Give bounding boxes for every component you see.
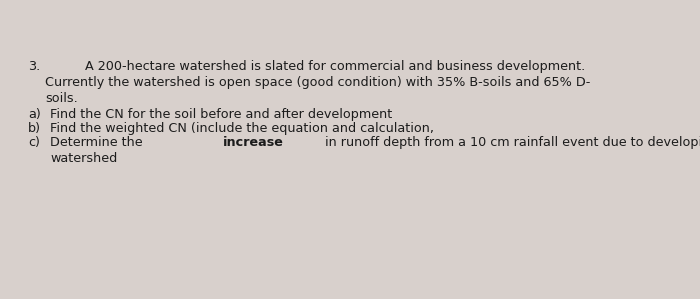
Text: Find the weighted CN (include the equation and calculation,: Find the weighted CN (include the equati… xyxy=(50,122,434,135)
Text: c): c) xyxy=(28,136,40,149)
Text: b): b) xyxy=(28,122,41,135)
Text: soils.: soils. xyxy=(45,92,78,105)
Text: Determine the: Determine the xyxy=(50,136,146,149)
Text: Find the CN for the soil before and after development: Find the CN for the soil before and afte… xyxy=(50,108,392,121)
Text: A 200-hectare watershed is slated for commercial and business development.: A 200-hectare watershed is slated for co… xyxy=(85,60,585,73)
Text: watershed: watershed xyxy=(50,152,118,165)
Text: in runoff depth from a 10 cm rainfall event due to developing the: in runoff depth from a 10 cm rainfall ev… xyxy=(321,136,700,149)
Text: increase: increase xyxy=(223,136,284,149)
Text: Currently the watershed is open space (good condition) with 35% B-soils and 65% : Currently the watershed is open space (g… xyxy=(45,76,590,89)
Text: 3.: 3. xyxy=(28,60,41,73)
Text: a): a) xyxy=(28,108,41,121)
